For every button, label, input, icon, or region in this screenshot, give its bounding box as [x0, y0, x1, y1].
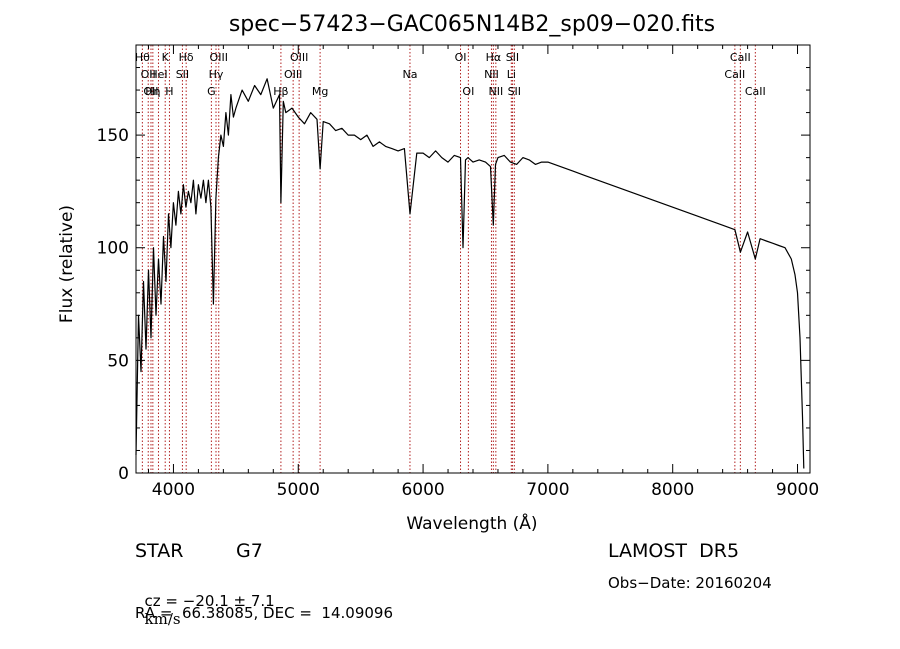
chart-title: spec−57423−GAC065N14B2_sp09−020.fits: [229, 12, 715, 37]
line-marker-label: Hβ: [273, 85, 288, 98]
coordinates: RA = 66.38085, DEC = 14.09096: [135, 604, 394, 622]
y-tick-label: 150: [97, 126, 129, 146]
plot-frame: [135, 44, 811, 474]
x-tick-label: 4000: [152, 480, 195, 500]
x-tick-label: 9000: [776, 480, 819, 500]
line-marker-labels: HθOIIOIIHηHeIKHSIIHδGHγOIIIHβOIIIOIIIMgN…: [135, 51, 766, 98]
line-marker-label: Hδ: [179, 51, 194, 64]
line-marker-label: OI: [462, 85, 474, 98]
line-marker-label: Hγ: [209, 68, 224, 81]
line-marker-label: OII: [141, 68, 156, 81]
x-tick-label: 6000: [401, 480, 444, 500]
line-marker-label: CaII: [724, 68, 745, 81]
tick-marks: [136, 45, 810, 474]
line-marker-label: OI: [455, 51, 467, 64]
spectrum-line: [135, 78, 805, 469]
line-marker-label: Hα: [486, 51, 502, 64]
y-tick-label: 100: [97, 239, 129, 259]
x-tick-label: 7000: [526, 480, 569, 500]
line-marker-label: OIII: [210, 51, 228, 64]
line-marker-label: Li: [507, 68, 516, 81]
line-marker-label: NII: [484, 68, 499, 81]
line-marker-label: H: [165, 85, 173, 98]
y-tick-label: 50: [107, 351, 129, 371]
line-marker-label: CaII: [745, 85, 766, 98]
line-marker-label: HeI: [149, 68, 167, 81]
x-tick-label: 8000: [651, 480, 694, 500]
line-marker-label: K: [162, 51, 170, 64]
redshift-line: cz = −20.1 ± 7.1 km/s: [135, 574, 275, 628]
x-axis-label: Wavelength (Å): [406, 512, 537, 534]
y-tick-label: 0: [118, 464, 129, 484]
line-marker-label: Na: [402, 68, 417, 81]
line-marker-label: SII: [176, 68, 189, 81]
line-marker-label: G: [207, 85, 216, 98]
survey-name: LAMOST DR5: [608, 540, 740, 562]
tick-labels: 4000 5000 6000 7000 8000 9000 0 50 100 150: [97, 126, 820, 500]
object-class: STAR: [135, 540, 184, 562]
redshift-value: cz = −20.1 ± 7.1: [144, 592, 275, 610]
line-marker-label: OIII: [290, 51, 308, 64]
redshift-unit: km/s: [144, 610, 181, 628]
line-marker-label: Hθ: [135, 51, 150, 64]
y-axis-label: Flux (relative): [57, 205, 77, 323]
line-marker-label: OII: [143, 85, 158, 98]
line-marker-label: Hη: [145, 85, 160, 98]
spectrum-series: [135, 78, 805, 469]
line-markers: [141, 45, 756, 473]
plot-axes: [135, 44, 811, 474]
line-marker-label: SII: [506, 51, 519, 64]
line-marker-label: NII: [488, 85, 503, 98]
line-marker-label: CaII: [730, 51, 751, 64]
observation-date: Obs−Date: 20160204: [608, 574, 772, 592]
x-tick-label: 5000: [277, 480, 320, 500]
line-marker-label: Mg: [312, 85, 328, 98]
line-marker-label: OIII: [284, 68, 302, 81]
line-marker-label: SII: [508, 85, 521, 98]
object-subclass: G7: [236, 540, 263, 562]
